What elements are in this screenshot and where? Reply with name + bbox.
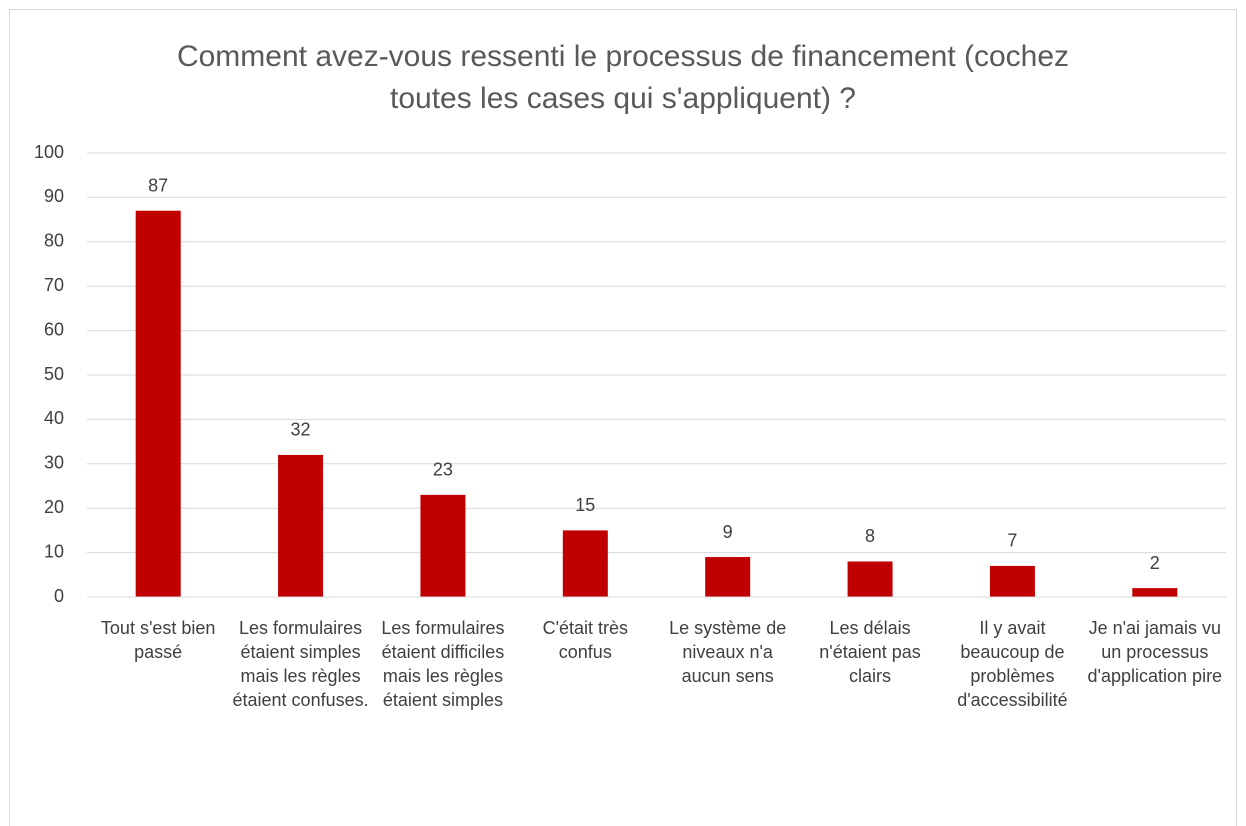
y-tick-label: 20 <box>44 497 64 517</box>
y-tick-label: 60 <box>44 319 64 339</box>
y-tick-label: 40 <box>44 408 64 428</box>
data-label: 7 <box>1007 531 1017 551</box>
x-tick-label: Je n'ai jamais vu un processus d'applica… <box>1087 618 1223 686</box>
data-label: 32 <box>291 420 311 440</box>
data-label: 87 <box>148 175 168 195</box>
bar <box>135 210 181 597</box>
bar <box>705 557 751 597</box>
y-tick-label: 10 <box>44 541 64 561</box>
bar <box>420 494 466 597</box>
y-tick-label: 0 <box>54 586 64 606</box>
x-tick-label: Les formulaires étaient simples mais les… <box>232 618 369 710</box>
chart-frame <box>9 9 1237 826</box>
y-tick-label: 90 <box>44 186 64 206</box>
chart-title: Comment avez-vous ressenti le processus … <box>176 40 1070 115</box>
y-tick-label: 70 <box>44 275 64 295</box>
data-label: 15 <box>575 495 595 515</box>
x-tick-label: Tout s'est bien passé <box>100 618 216 662</box>
y-tick-label: 50 <box>44 364 64 384</box>
data-label: 2 <box>1150 553 1160 573</box>
y-tick-label: 80 <box>44 231 64 251</box>
data-label: 23 <box>433 460 453 480</box>
bar <box>278 454 324 597</box>
bar <box>562 530 608 597</box>
y-tick-label: 30 <box>44 453 64 473</box>
data-label: 9 <box>723 522 733 542</box>
bar <box>847 561 893 597</box>
x-tick-label: Les délais n'étaient pas clairs <box>819 618 921 686</box>
x-tick-label: C'était très confus <box>542 618 629 662</box>
x-tick-label: Le système de niveaux n'a aucun sens <box>669 618 787 686</box>
y-tick-label: 100 <box>34 142 64 162</box>
x-tick-label: Il y avait beaucoup de problèmes d'acces… <box>957 618 1068 710</box>
x-tick-label: Les formulaires étaient difficiles mais … <box>381 618 505 710</box>
data-label: 8 <box>865 526 875 546</box>
bar <box>1132 588 1178 597</box>
bar <box>989 565 1035 597</box>
